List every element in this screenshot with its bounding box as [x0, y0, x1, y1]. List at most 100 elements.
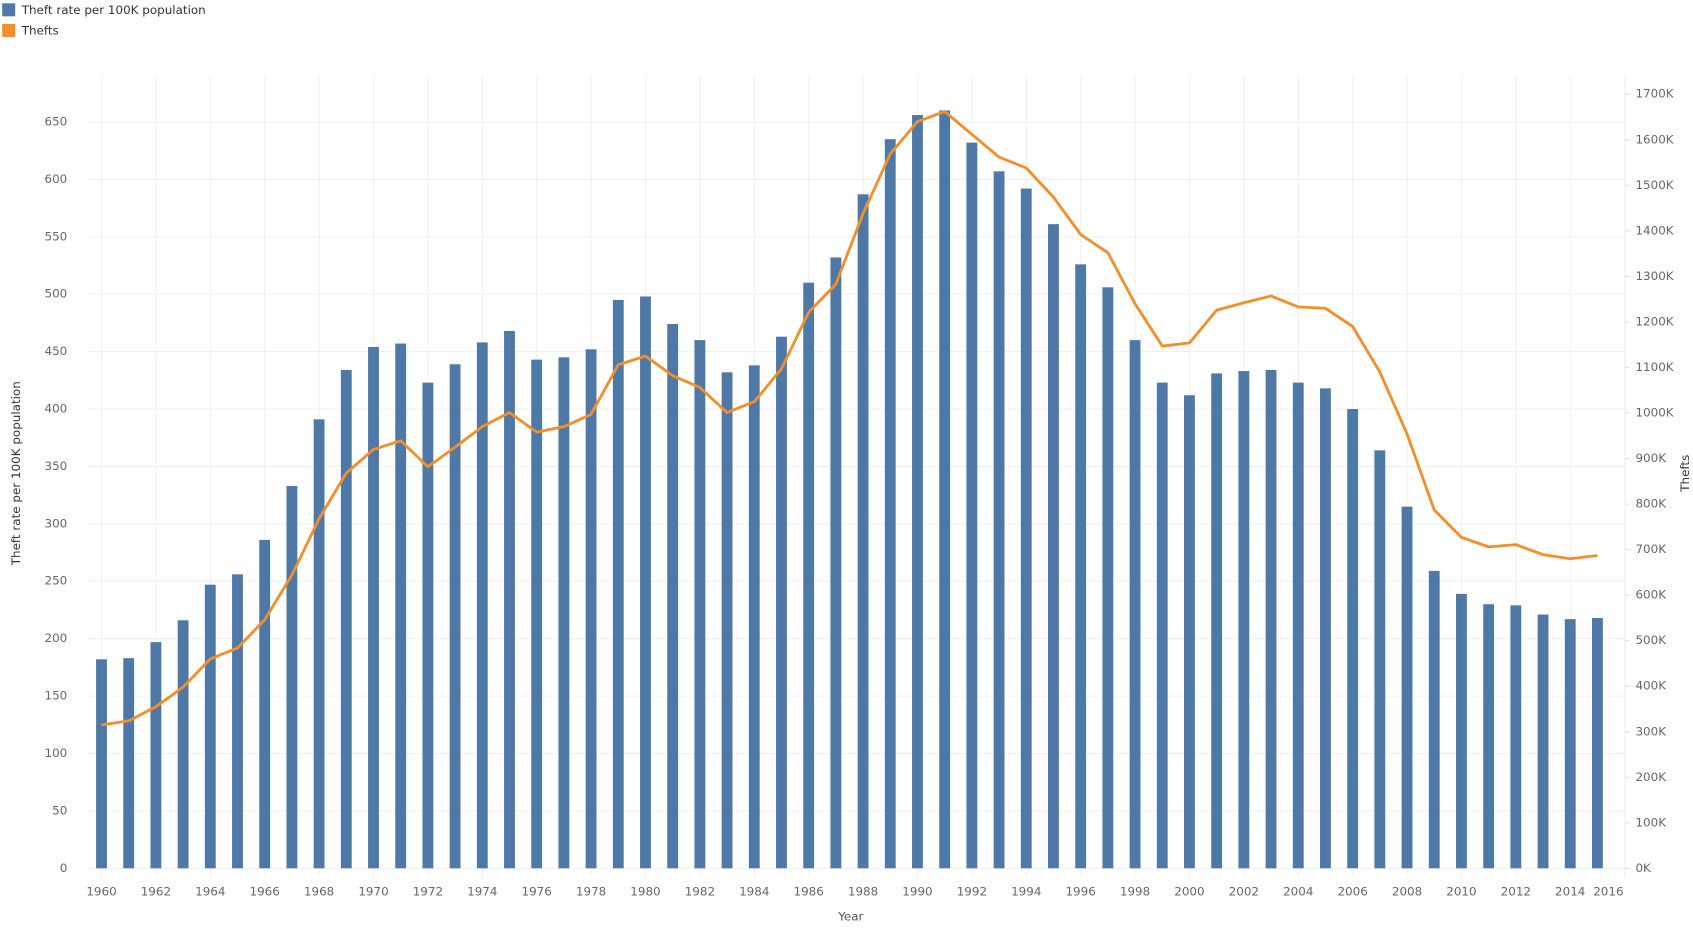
y2-tick-label: 400K	[1635, 679, 1667, 693]
x-tick-label: 1980	[630, 885, 660, 899]
y-tick-label: 600	[45, 172, 68, 186]
y-tick-label: 50	[52, 803, 67, 817]
legend-swatch	[2, 3, 16, 17]
y2-tick-label: 1500K	[1635, 178, 1674, 192]
bar	[803, 282, 815, 869]
bar	[1320, 388, 1331, 869]
x-tick-label: 1960	[86, 885, 116, 899]
x-tick-label: 1996	[1065, 885, 1095, 899]
y2-tick-label: 1700K	[1635, 87, 1674, 101]
bar	[1428, 570, 1440, 869]
y2-tick-label: 1400K	[1635, 223, 1674, 237]
bar	[721, 372, 733, 869]
bar	[286, 485, 298, 869]
bar	[585, 349, 597, 869]
x-tick-label: 1984	[739, 885, 769, 899]
bar	[531, 359, 543, 869]
x-tick-label: 1970	[358, 885, 388, 899]
y2-tick-label: 100K	[1635, 815, 1667, 829]
y-tick-label: 350	[45, 459, 68, 473]
bar	[912, 115, 923, 869]
x-tick-label: 2006	[1337, 885, 1367, 899]
bar	[177, 620, 189, 869]
x-tick-label: 2016	[1593, 885, 1623, 899]
bar	[449, 364, 461, 869]
bar	[884, 139, 896, 869]
x-tick-label: 1986	[793, 885, 823, 899]
bar	[694, 340, 706, 869]
y2-axis-title: Thefts	[1678, 455, 1692, 493]
bar	[1292, 382, 1304, 869]
x-tick-label: 1972	[413, 885, 443, 899]
legend-swatch	[2, 23, 16, 37]
x-tick-label: 1990	[902, 885, 932, 899]
x-tick-label: 1966	[250, 885, 280, 899]
x-tick-label: 2012	[1501, 885, 1531, 899]
y-tick-label: 650	[45, 114, 68, 128]
bar	[1401, 506, 1413, 869]
x-tick-label: 1982	[685, 885, 715, 899]
y-tick-label: 200	[45, 631, 68, 645]
x-tick-label: 1964	[195, 885, 225, 899]
y2-tick-label: 1600K	[1635, 132, 1674, 146]
y2-tick-label: 600K	[1635, 588, 1667, 602]
y2-tick-label: 800K	[1635, 497, 1667, 511]
bar	[776, 336, 787, 869]
bar	[504, 330, 515, 869]
bar	[1483, 604, 1495, 869]
bar	[1020, 188, 1032, 869]
bar	[476, 342, 488, 869]
bar	[1184, 395, 1195, 869]
y-tick-label: 150	[45, 689, 68, 703]
x-tick-label: 1998	[1120, 885, 1150, 899]
bar	[1510, 605, 1522, 869]
x-tick-label: 1994	[1011, 885, 1041, 899]
x-tick-label: 2010	[1446, 885, 1476, 899]
y2-tick-label: 900K	[1635, 451, 1667, 465]
y-tick-label: 0	[60, 861, 68, 875]
y2-tick-label: 1100K	[1635, 360, 1674, 374]
legend-label: Theft rate per 100K population	[21, 3, 206, 17]
bar	[1102, 287, 1114, 869]
y2-tick-label: 1300K	[1635, 269, 1674, 283]
bar	[993, 171, 1005, 869]
bar	[1211, 373, 1223, 869]
x-tick-label: 1992	[957, 885, 987, 899]
bar	[1456, 593, 1467, 869]
bar	[1265, 369, 1277, 869]
bar	[1156, 382, 1168, 869]
bar	[1374, 450, 1386, 869]
y-tick-label: 100	[45, 746, 68, 760]
bar	[395, 343, 407, 869]
bar	[857, 194, 869, 869]
bar	[748, 365, 760, 869]
x-tick-label: 2004	[1283, 885, 1313, 899]
bar	[368, 347, 379, 869]
y-axis-title: Theft rate per 100K population	[9, 381, 23, 566]
y-tick-label: 450	[45, 344, 68, 358]
bar	[667, 324, 679, 869]
bar	[1048, 224, 1059, 869]
bar	[259, 539, 271, 869]
y2-tick-label: 1200K	[1635, 314, 1674, 328]
x-tick-label: 1988	[848, 885, 878, 899]
x-tick-label: 1976	[522, 885, 552, 899]
bar	[830, 257, 842, 869]
bar	[232, 574, 243, 869]
bar	[340, 369, 352, 869]
x-axis-title: Year	[837, 910, 863, 924]
y-tick-label: 300	[45, 516, 68, 530]
y-tick-label: 250	[45, 574, 68, 588]
y-tick-label: 500	[45, 287, 68, 301]
bar	[422, 382, 434, 869]
bar	[1075, 264, 1087, 869]
legend-label: Thefts	[21, 23, 59, 37]
bar	[96, 659, 107, 869]
x-tick-label: 2002	[1229, 885, 1259, 899]
line	[101, 110, 1598, 727]
x-tick-label: 1978	[576, 885, 606, 899]
bar	[1129, 340, 1141, 869]
bar	[123, 658, 135, 869]
